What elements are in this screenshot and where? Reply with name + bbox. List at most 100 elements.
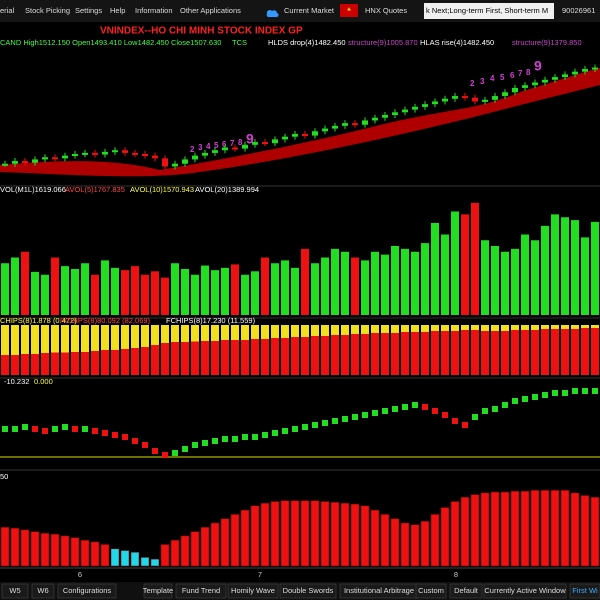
candle — [292, 133, 298, 137]
tab-label[interactable]: W6 — [37, 586, 48, 595]
indicator-candle — [582, 388, 588, 394]
chip-bar — [391, 325, 399, 333]
x-tick-label: 7 — [258, 570, 262, 579]
chip-bar — [521, 325, 529, 330]
chip-bar — [41, 325, 49, 353]
candle — [532, 82, 538, 86]
chip-bar — [101, 325, 109, 350]
tab-label[interactable]: Institutional Arbitrage — [344, 586, 414, 595]
volume-bar — [191, 274, 199, 315]
tab-label[interactable]: Custom — [418, 586, 444, 595]
tab-button[interactable] — [227, 583, 279, 599]
volume-bar — [221, 267, 229, 315]
histogram-bar — [580, 495, 590, 567]
histogram-bar — [60, 535, 70, 567]
tab-button[interactable] — [279, 583, 337, 599]
menu-item[interactable]: Current Market — [284, 6, 335, 15]
candle — [302, 133, 308, 136]
legend: PCHIPS(8)80.092 (82.069) — [60, 316, 151, 325]
volume-bar — [201, 265, 209, 315]
histogram-bar — [330, 502, 340, 567]
candle — [352, 123, 358, 126]
chip-bar-base — [171, 325, 179, 375]
indicator-candle — [352, 414, 358, 420]
candle — [192, 155, 198, 160]
tab-button[interactable] — [569, 583, 600, 599]
tab-button[interactable] — [143, 583, 173, 599]
volume-bar — [1, 263, 9, 315]
indicator-candle — [132, 438, 138, 444]
indicator-candle — [452, 418, 458, 424]
legend: structure(9)1379.850 — [512, 38, 582, 47]
indicator-candle — [292, 426, 298, 432]
chip-bar — [291, 325, 299, 337]
tab-button[interactable] — [57, 583, 117, 599]
tab-button[interactable] — [449, 583, 483, 599]
chip-bar-base — [541, 325, 549, 375]
menu-item[interactable]: Help — [110, 6, 125, 15]
volume-bar — [271, 263, 279, 315]
chip-bar — [271, 325, 279, 338]
indicator-candle — [572, 388, 578, 394]
histogram-bar — [0, 527, 10, 567]
histogram-bar — [100, 544, 110, 567]
menu-item[interactable]: erial — [0, 6, 15, 15]
chip-bar — [251, 325, 259, 339]
count-label: 7 — [230, 139, 235, 148]
histogram-bar — [80, 539, 90, 567]
histogram-bar — [160, 544, 170, 567]
volume-bar — [331, 248, 339, 315]
histogram-bar — [210, 522, 220, 567]
menu-item[interactable]: Other Applications — [180, 6, 241, 15]
volume-bar — [111, 267, 119, 315]
chip-bar — [311, 325, 319, 336]
indicator-candle — [2, 426, 8, 432]
legend: HLDS drop(4)1482.450 — [268, 38, 346, 47]
tab-button[interactable] — [31, 583, 55, 599]
tab-label[interactable]: Double Swords — [283, 586, 334, 595]
histogram-bar — [460, 496, 470, 567]
volume-bar — [61, 266, 69, 315]
menu-item[interactable]: Information — [135, 6, 173, 15]
volume-bar — [41, 274, 49, 315]
tab-label[interactable]: Currently Active Window — [484, 586, 566, 595]
menu-item[interactable]: Stock Picking — [25, 6, 70, 15]
indicator-candle — [422, 404, 428, 410]
candle — [452, 96, 458, 99]
histogram-bar — [120, 550, 130, 567]
candle — [592, 67, 598, 70]
chip-bar — [151, 325, 159, 345]
tab-button[interactable] — [483, 583, 567, 599]
x-tick-label: 8 — [454, 570, 458, 579]
tab-label[interactable]: W5 — [9, 586, 20, 595]
legend: AVOL(10)1570.943 — [130, 185, 194, 194]
candle — [22, 161, 28, 164]
count-label: 8 — [238, 138, 243, 147]
chip-bar-base — [191, 325, 199, 375]
chip-bar — [111, 325, 119, 350]
tab-button[interactable] — [1, 583, 29, 599]
tab-button[interactable] — [415, 583, 447, 599]
volume-bar — [571, 220, 579, 315]
count-label: 3 — [480, 77, 485, 86]
volume-bar — [581, 237, 589, 315]
chip-bar — [171, 325, 179, 342]
volume-bar — [311, 263, 319, 315]
chip-bar-base — [471, 325, 479, 375]
menu-item[interactable]: HNX Quotes — [365, 6, 407, 15]
candle — [122, 150, 128, 153]
tab-label[interactable]: First Wi — [572, 586, 598, 595]
tab-label[interactable]: Template — [143, 586, 173, 595]
count-label: 8 — [526, 68, 531, 77]
histogram-bar — [250, 505, 260, 567]
candle — [402, 109, 408, 113]
tab-label[interactable]: Homily Wave — [231, 586, 275, 595]
histogram-bar — [260, 502, 270, 567]
tab-button[interactable] — [175, 583, 227, 599]
tab-label[interactable]: Fund Trend — [182, 586, 220, 595]
tab-label[interactable]: Default — [454, 586, 479, 595]
menu-item[interactable]: Settings — [75, 6, 102, 15]
chip-bar-base — [351, 325, 359, 375]
tab-label[interactable]: Configurations — [63, 586, 112, 595]
indicator-candle — [562, 390, 568, 396]
